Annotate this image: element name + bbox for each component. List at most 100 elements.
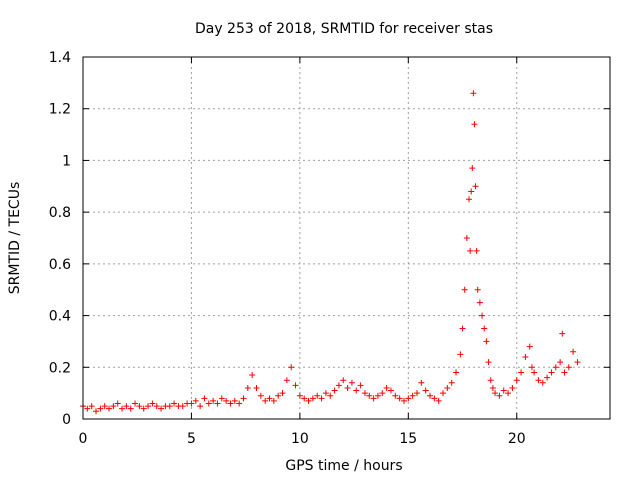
data-point <box>249 372 256 379</box>
data-point <box>218 395 225 402</box>
data-points <box>80 90 581 415</box>
data-point <box>93 408 100 415</box>
data-point <box>262 397 269 404</box>
data-point <box>565 364 572 371</box>
data-point <box>435 397 442 404</box>
data-point <box>483 338 490 345</box>
y-tick-label: 0 <box>62 412 71 428</box>
data-point <box>283 377 290 384</box>
y-axis-label: SRMTID / TECUs <box>7 182 23 295</box>
data-point <box>422 387 429 394</box>
data-point <box>518 369 525 376</box>
data-point <box>474 286 481 293</box>
data-point <box>288 364 295 371</box>
data-point <box>210 397 217 404</box>
data-point <box>461 286 468 293</box>
data-point <box>322 390 329 397</box>
data-point <box>314 392 321 399</box>
data-point <box>370 395 377 402</box>
axis-ticks <box>82 56 610 420</box>
data-point <box>253 384 260 391</box>
data-point <box>485 359 492 366</box>
x-tick-label: 20 <box>508 431 526 447</box>
y-tick-label: 0.8 <box>49 205 71 221</box>
data-point <box>110 403 117 410</box>
data-point <box>489 384 496 391</box>
data-point <box>387 387 394 394</box>
data-point <box>526 343 533 350</box>
data-point <box>348 379 355 386</box>
data-point <box>539 379 546 386</box>
data-point <box>374 392 381 399</box>
data-point <box>467 247 474 254</box>
data-point <box>574 359 581 366</box>
y-tick-label: 1.4 <box>49 50 71 66</box>
data-point <box>119 405 126 412</box>
data-point <box>136 403 143 410</box>
data-point <box>327 392 334 399</box>
chart-title: Day 253 of 2018, SRMTID for receiver sta… <box>195 21 493 37</box>
grid <box>83 57 610 419</box>
y-tick-label: 0.4 <box>49 309 71 325</box>
data-point <box>275 392 282 399</box>
data-point <box>544 374 551 381</box>
y-tick-label: 1.2 <box>49 102 71 118</box>
data-point <box>561 369 568 376</box>
data-point <box>466 196 473 203</box>
data-point <box>476 299 483 306</box>
data-point <box>392 392 399 399</box>
data-point <box>361 390 368 397</box>
data-point <box>472 183 479 190</box>
data-point <box>301 395 308 402</box>
data-point <box>335 382 342 389</box>
data-point <box>240 395 247 402</box>
data-point <box>127 405 134 412</box>
data-point <box>279 390 286 397</box>
data-point <box>431 395 438 402</box>
data-point <box>357 382 364 389</box>
data-point <box>505 390 512 397</box>
data-point <box>383 384 390 391</box>
data-point <box>132 400 139 407</box>
y-tick-label: 0.6 <box>49 257 71 273</box>
data-point <box>457 351 464 358</box>
data-point <box>487 377 494 384</box>
data-point <box>418 379 425 386</box>
y-tick-label: 0.2 <box>49 360 71 376</box>
data-point <box>318 395 325 402</box>
x-tick-label: 5 <box>187 431 196 447</box>
data-point <box>400 397 407 404</box>
data-point <box>509 384 516 391</box>
x-axis-label: GPS time / hours <box>285 458 402 474</box>
data-point <box>513 377 520 384</box>
data-point <box>158 405 165 412</box>
x-tick-label: 15 <box>399 431 417 447</box>
data-point <box>426 392 433 399</box>
tick-labels: 0 5 10 15 20 0 0.2 0.4 0.6 0.8 1 1.2 1.4 <box>49 50 526 447</box>
data-point <box>409 392 416 399</box>
data-point <box>244 384 251 391</box>
data-point <box>481 325 488 332</box>
data-point <box>396 395 403 402</box>
x-tick-label: 10 <box>291 431 309 447</box>
data-point <box>201 395 208 402</box>
data-point <box>453 369 460 376</box>
data-point <box>106 405 113 412</box>
data-point <box>528 364 535 371</box>
data-point <box>463 235 470 241</box>
data-point <box>140 405 147 412</box>
data-point <box>444 384 451 391</box>
data-point <box>500 387 507 394</box>
data-point <box>266 395 273 402</box>
data-point <box>557 359 564 366</box>
data-point <box>448 379 455 386</box>
data-point <box>473 247 480 254</box>
data-point <box>479 312 486 319</box>
data-point <box>88 403 95 410</box>
data-point <box>231 397 238 404</box>
data-point <box>470 90 477 97</box>
data-point <box>153 403 160 410</box>
data-point <box>179 403 186 410</box>
data-point <box>522 353 529 360</box>
data-point <box>205 400 212 407</box>
